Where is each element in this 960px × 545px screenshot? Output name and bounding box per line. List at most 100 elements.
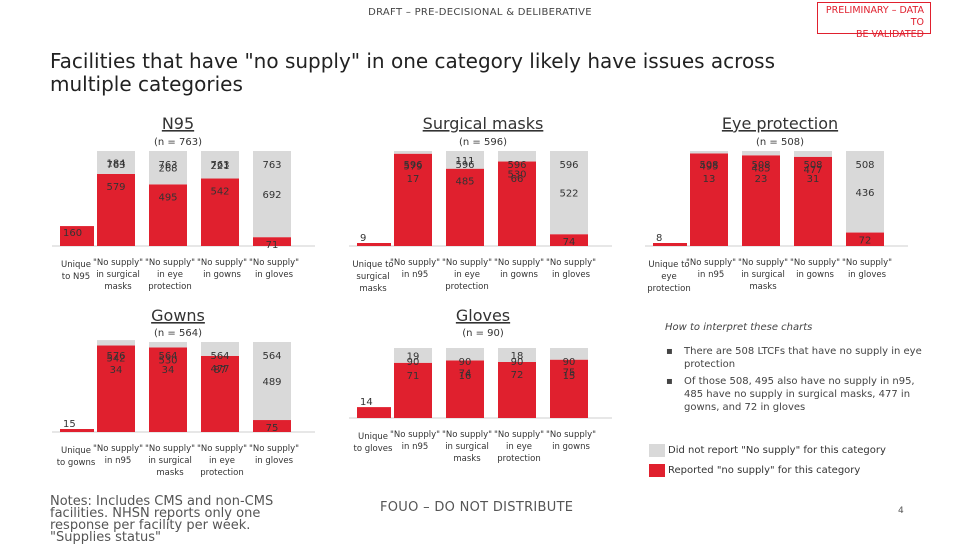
- chart-5-bar-4-reported-value: 75: [563, 368, 576, 379]
- chart-3-bar-3-label-line-2: in gowns: [796, 270, 834, 280]
- chart-3-bar-4-reported: [846, 232, 884, 246]
- chart-5-bar-1-not-reported: [394, 348, 432, 363]
- chart-1-bar-3-total: 763: [210, 160, 229, 171]
- chart-5-bar-4-not-reported: [550, 348, 588, 360]
- chart-4-bar-2-not-reported-value: 34: [162, 365, 175, 376]
- chart-1-bar-1-label-line-1: "No supply": [93, 258, 143, 268]
- chart-3-unique-label-line-1: Unique to: [648, 260, 689, 270]
- chart-3-bar-1-label-line-1: "No supply": [686, 258, 736, 268]
- chart-2-bar-2-total: 596: [455, 160, 474, 171]
- chart-5-bar-3-label-line-3: protection: [497, 454, 540, 464]
- chart-1-bar-2-total: 763: [158, 160, 177, 171]
- chart-1-bar-3-reported: [201, 178, 239, 246]
- chart-4-bar-2-label-line-1: "No supply": [145, 444, 195, 454]
- chart-4-bar-2-not-reported: [149, 342, 187, 348]
- chart-1-bar-4-not-reported-value: 692: [262, 190, 281, 201]
- chart-4-bar-2-total: 564: [158, 351, 177, 362]
- chart-5-bar-1-label-line-1: "No supply": [390, 430, 440, 440]
- title-line-1: Facilities that have "no supply" in one …: [50, 49, 776, 73]
- chart-3-bar-2-label-line-1: "No supply": [738, 258, 788, 268]
- chart-2-bar-3-total: 596: [507, 160, 526, 171]
- chart-3-bar-1-not-reported: [690, 151, 728, 154]
- chart-1-bar-3-label-line-1: "No supply": [197, 258, 247, 268]
- chart-2-bar-4-not-reported-value: 522: [559, 189, 578, 200]
- chart-1-bar-2-label-line-2: in eye: [157, 270, 183, 280]
- chart-1-bar-4-not-reported: [253, 151, 291, 238]
- chart-4-bar-1-reported-value: 542: [106, 354, 125, 365]
- chart-5-title: Gloves: [456, 306, 510, 325]
- chart-1-bar-4-label-line-2: in gloves: [255, 270, 294, 280]
- preliminary-badge: PRELIMINARY – DATA TO BE VALIDATED: [817, 2, 931, 40]
- chart-2-bar-3-label-line-1: "No supply": [494, 258, 544, 268]
- chart-3-bar-4-total: 508: [855, 160, 874, 171]
- chart-3-unique-value: 8: [656, 233, 662, 244]
- chart-3-bar-2-reported: [742, 155, 780, 246]
- chart-4-bar-3-total: 564: [210, 351, 229, 362]
- chart-5-bar-1-total: 90: [407, 357, 420, 368]
- chart-3-bar-2-label-line-2: in surgical: [741, 270, 785, 280]
- chart-5-bar-2-not-reported: [446, 348, 484, 361]
- chart-3-bar-3-not-reported: [794, 151, 832, 157]
- chart-5-unique-label-line-1: Unique: [358, 432, 388, 442]
- chart-5-bar-1-label-line-2: in n95: [402, 442, 429, 452]
- chart-2-bar-1-label-line-2: in n95: [402, 270, 429, 280]
- chart-1-bar-4-total: 763: [262, 160, 281, 171]
- chart-4-bar-3-not-reported: [201, 342, 239, 356]
- chart-3-bar-1-reported-value: 495: [699, 161, 718, 172]
- chart-3-bar-2-not-reported: [742, 151, 780, 156]
- chart-5-bar-4-not-reported-value: 15: [563, 371, 576, 382]
- chart-1-bar-3-reported-value: 542: [210, 187, 229, 198]
- fouo-label: FOUO – DO NOT DISTRIBUTE: [380, 500, 574, 515]
- chart-2-subtitle: (n = 596): [459, 137, 507, 148]
- chart-2-bar-4-reported-value: 74: [563, 237, 576, 248]
- chart-4-bar-3-not-reported-value: 87: [214, 365, 227, 376]
- chart-3-bar-1-label-line-2: in n95: [698, 270, 725, 280]
- chart-4-bar-3-label-line-1: "No supply": [197, 444, 247, 454]
- page-number: 4: [898, 506, 904, 516]
- chart-2-unique-label-line-1: Unique to: [352, 260, 393, 270]
- chart-3-unique-label-line-2: eye: [661, 272, 677, 282]
- chart-2-bar-3-not-reported-value: 66: [511, 174, 524, 185]
- chart-3-subtitle: (n = 508): [756, 137, 804, 148]
- chart-1-bar-2-not-reported-value: 268: [158, 164, 177, 175]
- chart-1-bar-1-label-line-2: in surgical: [96, 270, 140, 280]
- chart-3-bar-4-not-reported-value: 436: [855, 188, 874, 199]
- chart-5-bar-3-not-reported-value: 18: [511, 351, 524, 362]
- chart-3-title: Eye protection: [722, 114, 838, 133]
- chart-2-unique-label-line-2: surgical: [356, 272, 389, 282]
- chart-2-bar-3-label-line-2: in gowns: [500, 270, 538, 280]
- chart-1-bar-2-reported-value: 495: [158, 192, 177, 203]
- chart-4-bar-1-not-reported: [97, 340, 135, 346]
- chart-2-bar-4-label-line-1: "No supply": [546, 258, 596, 268]
- chart-4-bar-4-label-line-2: in gloves: [255, 456, 294, 466]
- legend-gray-swatch: [649, 444, 665, 457]
- chart-3-bar-3-reported: [794, 156, 832, 246]
- chart-1-unique-value: 160: [63, 228, 82, 239]
- legend-red-swatch: [649, 464, 665, 477]
- chart-2-bar-4-not-reported: [550, 151, 588, 235]
- chart-1-bar-1-label-line-3: masks: [104, 282, 132, 292]
- chart-5-bar-2-reported: [446, 360, 484, 418]
- chart-5-bar-4-label-line-1: "No supply": [546, 430, 596, 440]
- chart-4-bar-3-label-line-2: in eye: [209, 456, 235, 466]
- chart-5-bar-1-reported-value: 71: [407, 371, 420, 382]
- chart-1-subtitle: (n = 763): [154, 137, 202, 148]
- chart-3-bar-4-reported-value: 72: [859, 236, 872, 247]
- chart-1-bar-1-not-reported-value: 184: [106, 158, 125, 169]
- chart-5-subtitle: (n = 90): [462, 328, 504, 339]
- chart-3-bar-2-reported-value: 485: [751, 163, 770, 174]
- chart-5-bar-2-label-line-2: in surgical: [445, 442, 489, 452]
- chart-3-bar-2-total: 508: [751, 160, 770, 171]
- chart-1-bar-2-label-line-1: "No supply": [145, 258, 195, 268]
- preliminary-line-2: BE VALIDATED: [855, 29, 924, 40]
- chart-2-unique-label-line-3: masks: [359, 284, 387, 294]
- chart-5-bar-2-not-reported-value: 16: [459, 371, 472, 382]
- chart-4-bar-2-reported-value: 530: [158, 355, 177, 366]
- chart-4-bar-1-label-line-1: "No supply": [93, 444, 143, 454]
- chart-5-unique-label-line-2: to gloves: [354, 444, 393, 454]
- chart-2-bar-2-not-reported: [446, 151, 484, 169]
- chart-5-bar-2-label-line-3: masks: [453, 454, 481, 464]
- chart-5-bar-2-total: 90: [459, 357, 472, 368]
- howto-bullets: There are 508 LTCFs that have no supply …: [666, 345, 931, 418]
